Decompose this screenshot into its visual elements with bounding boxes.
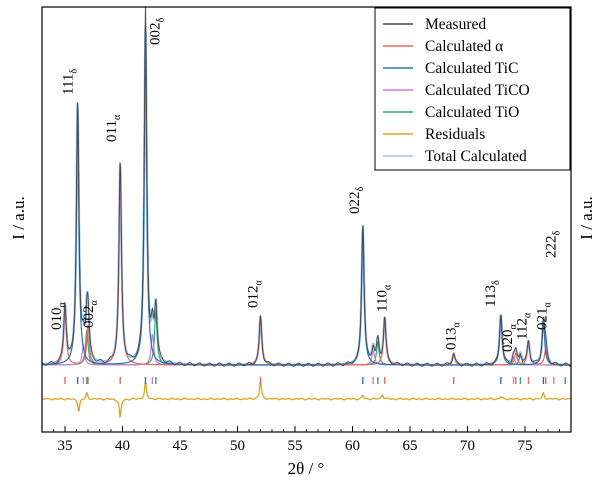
x-axis: 35 40 45 50 55 60 65 70 75 (41, 426, 572, 454)
peak-label-index: 222 (543, 236, 559, 259)
peak-label-phase: α (452, 322, 463, 328)
peak-label-index: 021 (535, 308, 551, 331)
peak-label-phase: α (254, 280, 265, 286)
peak-label: 010α (49, 302, 68, 331)
peak-labels-layer: 010α111δ002α011α002δ012α022δ110α013α113δ… (49, 18, 562, 353)
x-tick-label: 35 (58, 438, 73, 454)
peak-label-index: 002 (148, 23, 164, 46)
y-axis-title: I / a.u. (9, 196, 28, 239)
peak-label: 111δ (61, 69, 80, 95)
legend: Measured Calculated α Calculated TiC Calcul… (374, 7, 571, 171)
peak-label: 022δ (347, 187, 366, 215)
peak-label-index: 002 (81, 306, 97, 329)
x-tick-label: 65 (403, 438, 418, 454)
legend-label: Total Calculated (425, 148, 527, 165)
x-axis-title: 2θ / ° (288, 459, 325, 478)
peak-label-phase: δ (69, 69, 80, 74)
peak-label-phase: α (522, 312, 533, 318)
measured-line (42, 7, 571, 367)
peak-label-phase: α (543, 302, 554, 308)
tico-calculated-line (42, 333, 571, 366)
legend-label: Calculated TiCO (425, 82, 530, 99)
peak-label-index: 012 (246, 286, 262, 309)
peak-label-index: 110 (375, 290, 391, 312)
y-axis-title-right: I / a.u. (577, 196, 596, 239)
peak-label-phase: α (508, 324, 519, 330)
peak-label: 020α (500, 324, 519, 353)
peak-label-index: 022 (347, 192, 363, 215)
legend-label: Measured (425, 16, 486, 33)
peak-label-phase: δ (156, 18, 167, 23)
peak-label: 002δ (148, 18, 167, 46)
peak-label-phase: δ (355, 187, 366, 192)
peak-label: 013α (444, 322, 463, 351)
x-tick-label: 50 (230, 438, 245, 454)
peak-label: 021α (535, 302, 554, 331)
x-tick-label: 55 (288, 438, 303, 454)
peak-label-index: 011 (104, 120, 120, 142)
peak-label: 110α (375, 284, 394, 312)
peak-label-phase: α (383, 284, 394, 290)
peak-label: 012α (246, 280, 265, 309)
peak-label-index: 013 (444, 328, 460, 351)
legend-label: Calculated TiC (425, 60, 518, 77)
peak-label-index: 111 (61, 74, 77, 95)
legend-label: Calculated α (425, 38, 503, 55)
reflection-ticks-layer (64, 377, 566, 384)
tio-calculated-line (42, 310, 571, 366)
legend-label: Calculated TiO (425, 104, 519, 121)
peak-label-index: 112 (514, 318, 530, 340)
tic-calculated-line (42, 29, 571, 366)
peak-label-phase: δ (491, 280, 502, 285)
peak-label-phase: α (57, 302, 68, 308)
peak-label-index: 010 (49, 308, 65, 331)
peak-label: 113δ (483, 280, 502, 307)
peak-label: 002α (81, 300, 100, 329)
x-tick-label: 70 (460, 438, 475, 454)
peak-label-phase: δ (551, 231, 562, 236)
peak-label: 011α (104, 114, 123, 142)
traces-layer (42, 7, 571, 419)
peak-label-phase: α (112, 114, 123, 120)
peak-label: 222δ (543, 231, 562, 259)
peak-label-index: 113 (483, 285, 499, 307)
x-tick-label: 45 (173, 438, 188, 454)
x-tick-label: 75 (518, 438, 533, 454)
legend-box (374, 7, 571, 171)
peak-label-phase: α (89, 300, 100, 306)
x-tick-label: 40 (115, 438, 130, 454)
residuals-line (42, 379, 571, 419)
x-tick-label: 60 (345, 438, 360, 454)
peak-label: 112α (514, 312, 533, 340)
peak-label-index: 020 (500, 330, 516, 353)
legend-label: Residuals (425, 126, 485, 143)
